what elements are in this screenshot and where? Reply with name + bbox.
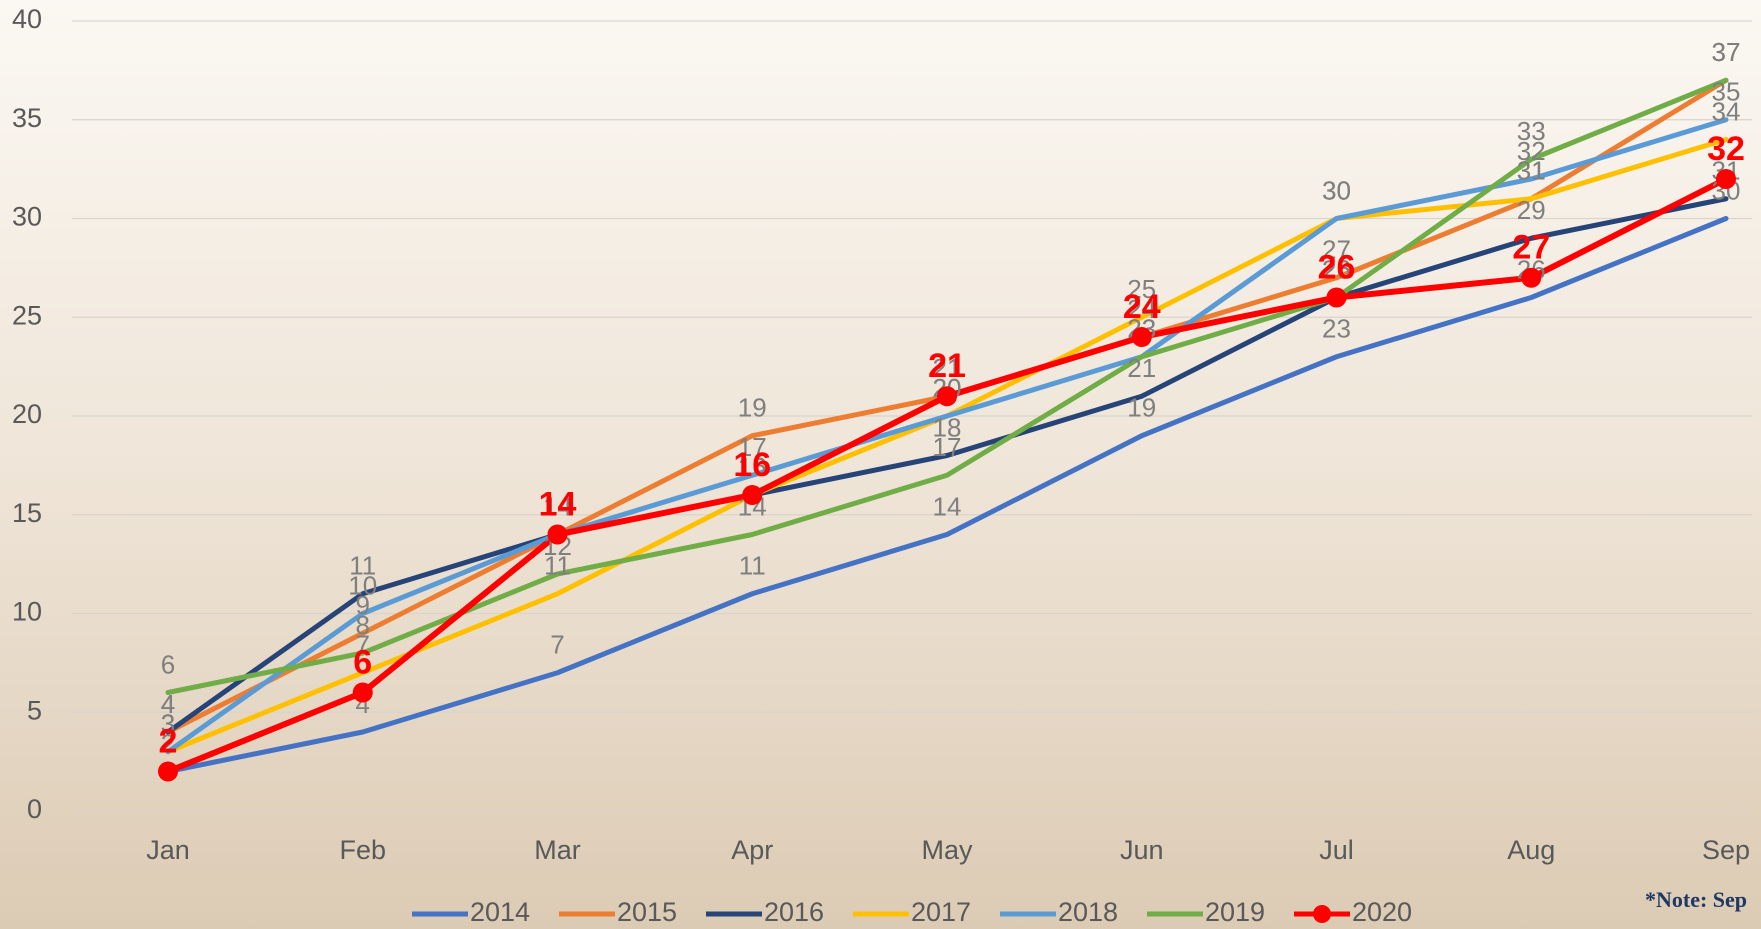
data-label: 2	[159, 722, 178, 760]
data-label: 7	[550, 630, 564, 660]
data-label: 33	[1517, 116, 1546, 146]
legend-label: 2020	[1352, 897, 1412, 927]
page: {"chart_data": {"type": "line", "categor…	[0, 0, 1761, 929]
legend-label: 2016	[764, 897, 824, 927]
background	[0, 0, 1761, 929]
marker	[158, 762, 178, 782]
marker	[353, 683, 373, 703]
y-tick-label: 15	[12, 498, 42, 528]
data-label: 26	[1318, 248, 1356, 286]
legend-label: 2015	[617, 897, 677, 927]
marker	[548, 525, 568, 545]
x-tick-label: Jul	[1319, 835, 1354, 865]
legend-label: 2018	[1058, 897, 1118, 927]
data-label: 30	[1322, 175, 1351, 205]
data-label: 29	[1517, 195, 1546, 225]
data-label: 8	[356, 610, 370, 640]
chart: *Note: Sep 0 5 10 15 20 25 30 35 40 Jan Feb Mar Apr M…	[0, 0, 1761, 929]
legend-label: 2017	[911, 897, 971, 927]
data-label: 32	[1707, 130, 1745, 168]
data-label: 10	[348, 570, 377, 600]
data-label: 23	[1322, 314, 1351, 344]
marker	[1327, 288, 1347, 308]
data-label: 6	[353, 643, 372, 681]
data-label: 24	[1123, 288, 1161, 326]
marker	[1132, 327, 1152, 347]
data-label: 19	[738, 393, 767, 423]
data-label: 14	[539, 485, 577, 523]
x-tick-label: Sep	[1702, 835, 1750, 865]
data-label: 14	[933, 491, 962, 521]
y-tick-label: 35	[12, 103, 42, 133]
data-label: 37	[1712, 37, 1741, 67]
y-tick-label: 10	[12, 597, 42, 627]
marker	[1521, 268, 1541, 288]
legend-marker	[1313, 905, 1331, 923]
marker	[742, 485, 762, 505]
data-label: 35	[1712, 77, 1741, 107]
legend-label: 2014	[470, 897, 530, 927]
x-tick-label: Jun	[1120, 835, 1164, 865]
x-tick-label: Apr	[731, 835, 773, 865]
y-tick-label: 5	[27, 695, 42, 725]
x-tick-label: Jan	[146, 835, 190, 865]
x-tick-label: May	[921, 835, 973, 865]
data-label: 11	[739, 551, 766, 581]
x-tick-label: Feb	[339, 835, 386, 865]
marker	[937, 386, 957, 406]
x-tick-label: Mar	[534, 835, 581, 865]
data-label: 27	[1512, 229, 1550, 267]
x-tick-label: Aug	[1507, 835, 1555, 865]
data-label: 21	[1127, 353, 1156, 383]
data-label: 17	[933, 432, 962, 462]
y-tick-label: 0	[27, 794, 42, 824]
y-tick-label: 25	[12, 300, 42, 330]
data-label: 19	[1127, 393, 1156, 423]
y-tick-label: 20	[12, 399, 42, 429]
y-tick-label: 40	[12, 4, 42, 34]
data-label: 6	[161, 649, 175, 679]
data-label: 16	[733, 446, 771, 484]
y-tick-label: 30	[12, 202, 42, 232]
annotation: *Note: Sep	[1645, 887, 1747, 912]
data-label: 21	[928, 347, 966, 385]
legend-label: 2019	[1205, 897, 1265, 927]
marker	[1716, 169, 1736, 189]
